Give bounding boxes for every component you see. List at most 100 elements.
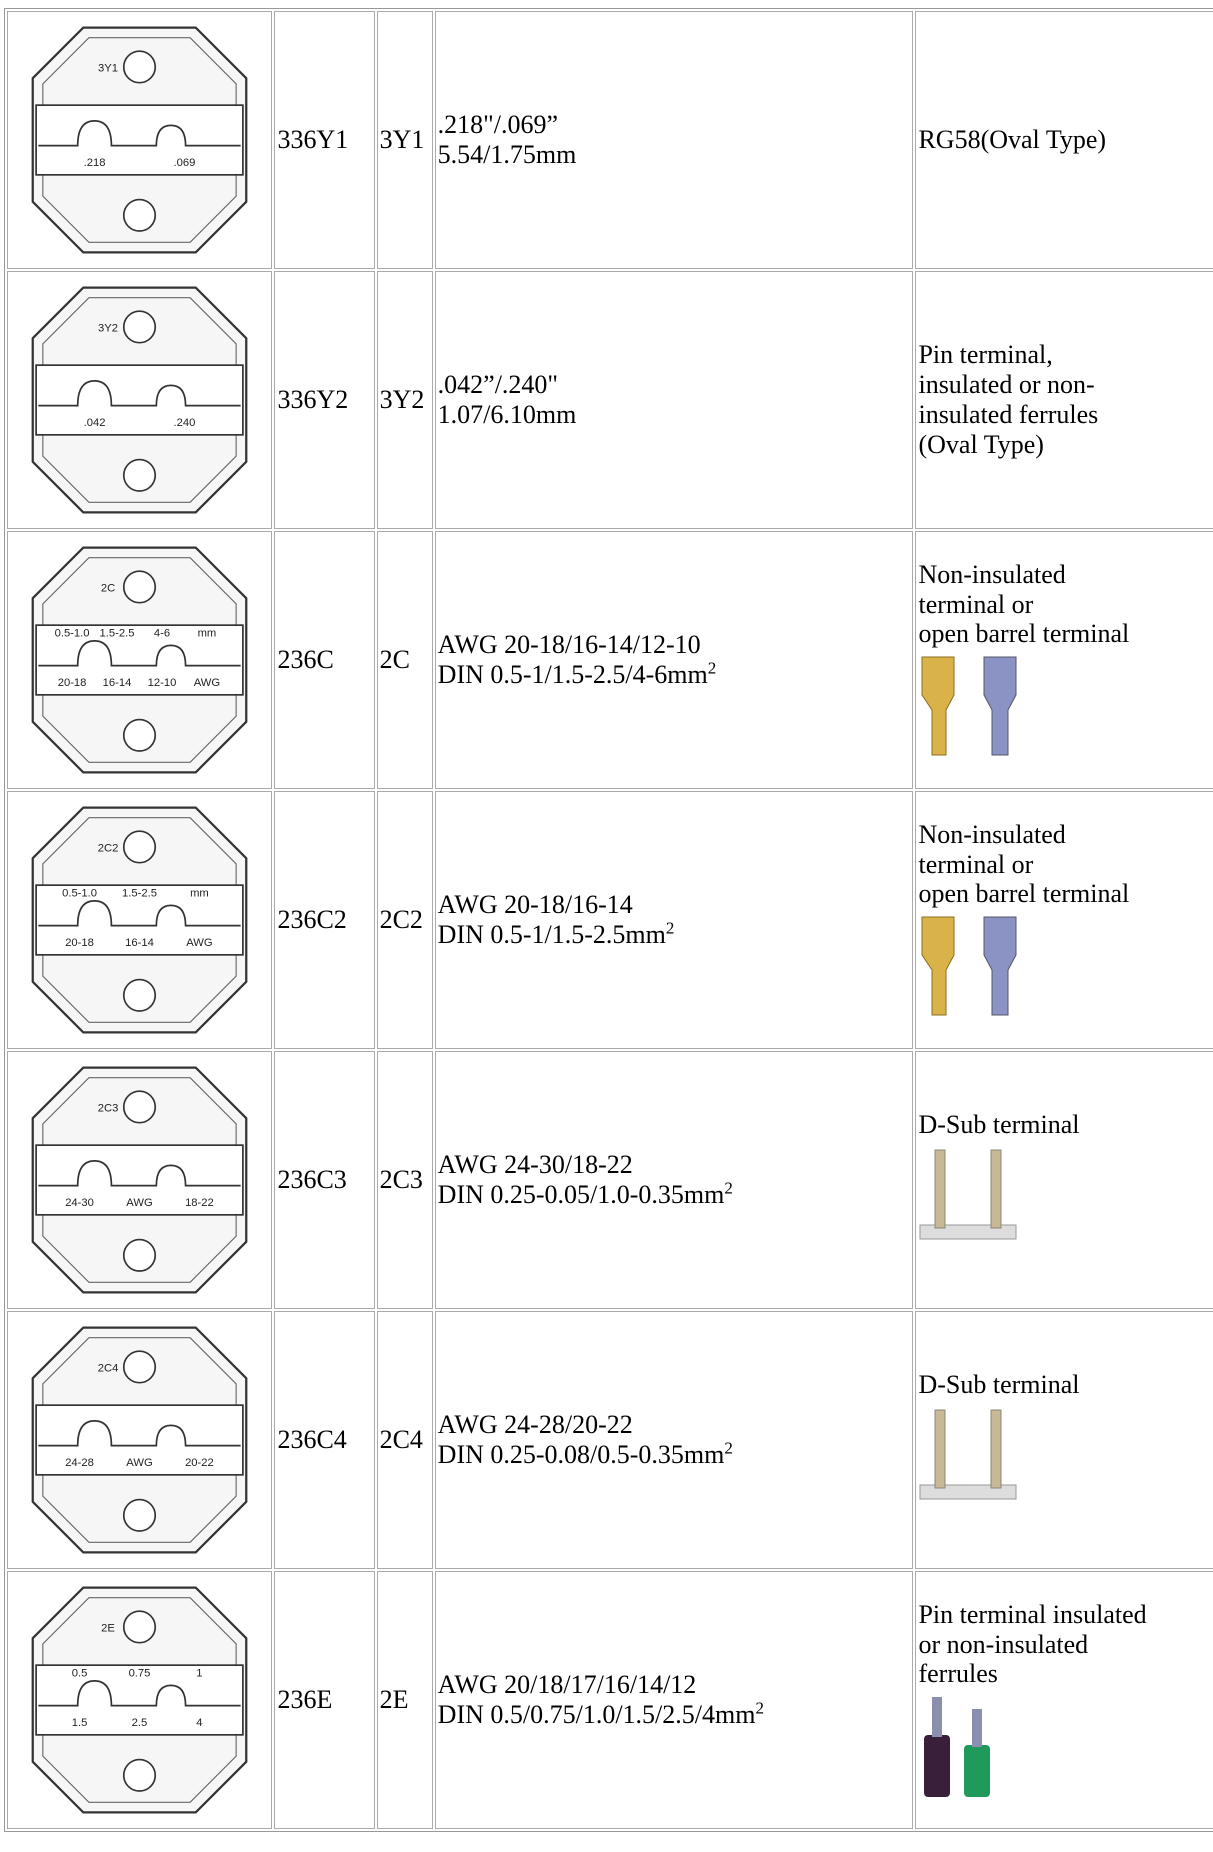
spec-text: AWG 24-30/18-22: [437, 1150, 633, 1180]
die-label: 12-10: [148, 677, 177, 689]
superscript: 2: [707, 658, 717, 678]
spec-line: .218"/.069”: [438, 110, 911, 140]
spec-line: DIN 0.25-0.05/1.0-0.35mm2: [438, 1178, 911, 1210]
die-label: 20-18: [58, 677, 87, 689]
die-label: .218: [84, 157, 106, 169]
die-code: 3Y2: [98, 322, 118, 334]
die-label: 20-22: [185, 1457, 214, 1469]
die-cell: 3Y2 .042 .240: [7, 271, 273, 529]
die-drawing: 2C4 24-28 AWG 20-22: [31, 1326, 248, 1554]
die-cell: 2C4 24-28 AWG 20-22: [7, 1311, 273, 1569]
code-cell: 2E: [376, 1571, 433, 1829]
die-hole: [123, 830, 157, 864]
code-cell: 2C4: [376, 1311, 433, 1569]
die-band: [35, 1664, 244, 1736]
spec-line: DIN 0.5/0.75/1.0/1.5/2.5/4mm2: [438, 1699, 911, 1730]
die-label: 0.5-1.0: [55, 627, 90, 639]
spec-line: AWG 20-18/16-14/12-10: [438, 630, 911, 660]
die-code: 2C3: [98, 1102, 119, 1114]
terminal-blue: [983, 916, 1017, 1016]
spec-text: AWG 20-18/16-14/12-10: [437, 630, 701, 660]
terminal-carrier: [919, 1484, 1017, 1500]
description-cell: D-Sub terminal: [915, 1311, 1213, 1569]
description-cell: Non-insulated terminal or open barrel term…: [915, 531, 1213, 789]
spec-line: DIN 0.5-1/1.5-2.5/4-6mm2: [438, 658, 911, 690]
die-label: 0.75: [129, 1667, 151, 1679]
die-profile: [38, 900, 241, 927]
spec-text: 5.54/1.75mm: [437, 140, 577, 169]
description-line: Non-insulated: [918, 559, 1066, 589]
description-line: Pin terminal insulated: [918, 1599, 1147, 1629]
terminal-pin: [934, 1149, 946, 1229]
model-cell: 336Y2: [274, 271, 375, 529]
description-line: insulated or non-: [918, 370, 1095, 400]
die-label: 4: [197, 1717, 203, 1729]
terminal-blue: [983, 656, 1017, 756]
description-line: D-Sub terminal: [918, 1369, 1080, 1399]
die-profile: [38, 640, 241, 667]
die-code: 2C2: [98, 842, 119, 854]
description-line: open barrel terminal: [918, 879, 1130, 909]
die-hole: [123, 458, 157, 492]
spec-cell: AWG 20-18/16-14/12-10 DIN 0.5-1/1.5-2.5/4…: [434, 531, 914, 789]
table-row: 3Y1.218.069 336Y1 3Y1.218"/.069” 5.54/1.75m…: [7, 11, 1213, 269]
spec-text: .218"/.069”: [437, 110, 559, 140]
description-cell: Pin terminal, insulated or non-insulated …: [915, 271, 1213, 529]
description-cell: Non-insulated terminal or open barrel term…: [915, 791, 1213, 1049]
spec-text: DIN 0.5-1/1.5-2.5mm: [437, 920, 666, 949]
die-profile: [38, 380, 241, 407]
die-cell: 2C2 0.5-1.0 1.5-2.5 mm 20-18 16-14 AWG: [7, 791, 273, 1049]
superscript: 2: [665, 918, 675, 938]
die-band: [35, 624, 244, 696]
ferrule-tube: [972, 1709, 983, 1748]
die-label: .240: [174, 417, 196, 429]
die-label: 16-14: [103, 677, 132, 689]
die-drawing: 2C2 0.5-1.0 1.5-2.5 mm 20-18 16-14 AWG: [31, 806, 248, 1034]
die-label: mm: [190, 887, 209, 899]
die-label: mm: [198, 627, 217, 639]
code-cell: 3Y1: [376, 11, 433, 269]
die-label: 16-14: [125, 937, 154, 949]
die-code: 2C: [101, 582, 115, 594]
die-hole: [123, 198, 157, 232]
die-label: .042: [84, 417, 106, 429]
description-line: insulated ferrules: [918, 400, 1099, 429]
description-cell: RG58(Oval Type): [915, 11, 1213, 269]
die-label: 24-28: [65, 1457, 94, 1469]
die-label: 24-30: [65, 1197, 94, 1209]
code-cell: 3Y2: [376, 271, 433, 529]
die-cell: 2C 0.5-1.0 1.5-2.5 4-6 mm 20-18 16-14 12-10 AWG: [7, 531, 273, 789]
die-hole: [123, 1498, 157, 1532]
superscript: 2: [724, 1178, 733, 1198]
die-label: .069: [174, 157, 196, 169]
die-hole: [123, 1238, 157, 1272]
die-label: 2.5: [132, 1717, 148, 1729]
terminal-carrier: [919, 1224, 1017, 1240]
description-line: or non-insulated: [918, 1629, 1089, 1659]
die-label: 1.5: [72, 1717, 88, 1729]
die-profile: [38, 1680, 241, 1707]
spec-text: AWG 20/18/17/16/14/12: [437, 1670, 697, 1700]
die-label: 1: [197, 1667, 203, 1679]
die-label: 0.5-1.0: [62, 887, 97, 899]
die-profile: [38, 1160, 241, 1187]
die-label: 1.5-2.5: [122, 887, 157, 899]
die-label: 18-22: [185, 1197, 214, 1209]
terminal-image: [919, 1149, 1017, 1240]
spec-text: 1.07/6.10mm: [437, 400, 577, 429]
table-row: 2C3 24-30 AWG 18-22 236C3 2C3 AWG 24-30/18-22 D…: [7, 1051, 1213, 1309]
code-cell: 2C3: [376, 1051, 433, 1309]
spec-cell: AWG 24-28/20-22 DIN 0.25-0.08/0.5-0.35mm2: [434, 1311, 914, 1569]
die-code: 2C4: [98, 1362, 119, 1374]
die-label: AWG: [186, 937, 212, 949]
terminal-image: [921, 916, 1017, 1016]
table-body: 3Y1.218.069 336Y1 3Y1.218"/.069” 5.54/1.75m…: [7, 11, 1213, 1829]
crimp-die-table: 3Y1.218.069 336Y1 3Y1.218"/.069” 5.54/1.75m…: [4, 8, 1213, 1832]
die-hole: [123, 50, 157, 84]
spec-cell: .042”/.240" 1.07/6.10mm: [434, 271, 914, 529]
die-hole: [123, 570, 157, 604]
die-label: AWG: [127, 1457, 153, 1469]
die-drawing: 3Y1 .218 .069: [31, 26, 248, 254]
spec-line: DIN 0.5-1/1.5-2.5mm2: [437, 918, 911, 950]
model-cell: 236C4: [274, 1311, 375, 1569]
